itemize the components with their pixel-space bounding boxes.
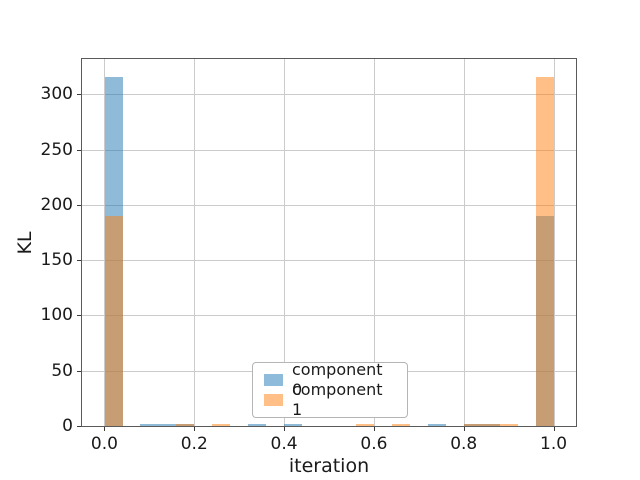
gridline-vertical bbox=[194, 59, 195, 426]
y-tick-mark bbox=[77, 315, 81, 316]
y-tick-mark bbox=[77, 150, 81, 151]
histogram-bar-component-1 bbox=[176, 423, 195, 426]
x-tick-mark bbox=[554, 427, 555, 431]
histogram-bar-component-1 bbox=[463, 423, 518, 426]
gridline-horizontal bbox=[82, 94, 576, 96]
gridline-horizontal bbox=[82, 315, 576, 317]
gridline-vertical bbox=[284, 59, 285, 426]
histogram-bar-component-0 bbox=[427, 423, 446, 426]
x-tick-label: 0.4 bbox=[270, 434, 298, 454]
histogram-bar-component-0 bbox=[284, 423, 303, 426]
gridline-horizontal bbox=[82, 260, 576, 262]
gridline-horizontal bbox=[82, 204, 576, 206]
y-tick-mark bbox=[77, 426, 81, 427]
y-tick-label: 150 bbox=[40, 250, 73, 271]
gridline-vertical bbox=[464, 59, 465, 426]
y-tick-label: 100 bbox=[40, 305, 73, 326]
x-tick-mark bbox=[194, 427, 195, 431]
legend-entry: component 0 bbox=[264, 360, 396, 399]
histogram-bar-component-0 bbox=[140, 423, 177, 426]
legend-swatch-component-0 bbox=[264, 374, 283, 386]
y-axis-label: KL bbox=[14, 231, 36, 255]
x-tick-label: 0.6 bbox=[360, 434, 388, 454]
x-tick-label: 0.0 bbox=[90, 434, 118, 454]
legend: component 0 component 1 bbox=[252, 360, 408, 419]
x-tick-label: 1.0 bbox=[540, 434, 568, 454]
y-tick-mark bbox=[77, 371, 81, 372]
gridline-vertical bbox=[374, 59, 375, 426]
y-tick-label: 250 bbox=[40, 139, 73, 160]
legend-label-component-1: component 1 bbox=[292, 380, 383, 419]
y-tick-mark bbox=[77, 260, 81, 261]
histogram-bar-component-1 bbox=[212, 423, 231, 426]
y-tick-label: 200 bbox=[40, 194, 73, 215]
x-tick-label: 0.2 bbox=[180, 434, 208, 454]
x-tick-mark bbox=[284, 427, 285, 431]
histogram-bar-component-1 bbox=[104, 216, 123, 426]
x-tick-mark bbox=[464, 427, 465, 431]
y-tick-mark bbox=[77, 94, 81, 95]
legend-entry: component 1 bbox=[264, 380, 396, 419]
x-tick-mark bbox=[374, 427, 375, 431]
histogram-bar-component-1 bbox=[535, 76, 554, 426]
histogram-bar-component-1 bbox=[391, 423, 410, 426]
y-tick-label: 300 bbox=[40, 84, 73, 105]
histogram-bar-component-0 bbox=[248, 423, 267, 426]
gridline-vertical bbox=[554, 59, 555, 426]
y-tick-mark bbox=[77, 205, 81, 206]
legend-swatch-component-1 bbox=[264, 394, 283, 406]
legend-label-component-0: component 0 bbox=[292, 360, 383, 399]
x-axis-label: iteration bbox=[288, 455, 370, 477]
x-tick-label: 0.8 bbox=[450, 434, 478, 454]
y-tick-label: 0 bbox=[62, 416, 73, 436]
x-tick-mark bbox=[104, 427, 105, 431]
gridline-horizontal bbox=[82, 149, 576, 151]
histogram-bar-component-1 bbox=[355, 423, 374, 426]
y-tick-label: 50 bbox=[51, 360, 73, 381]
